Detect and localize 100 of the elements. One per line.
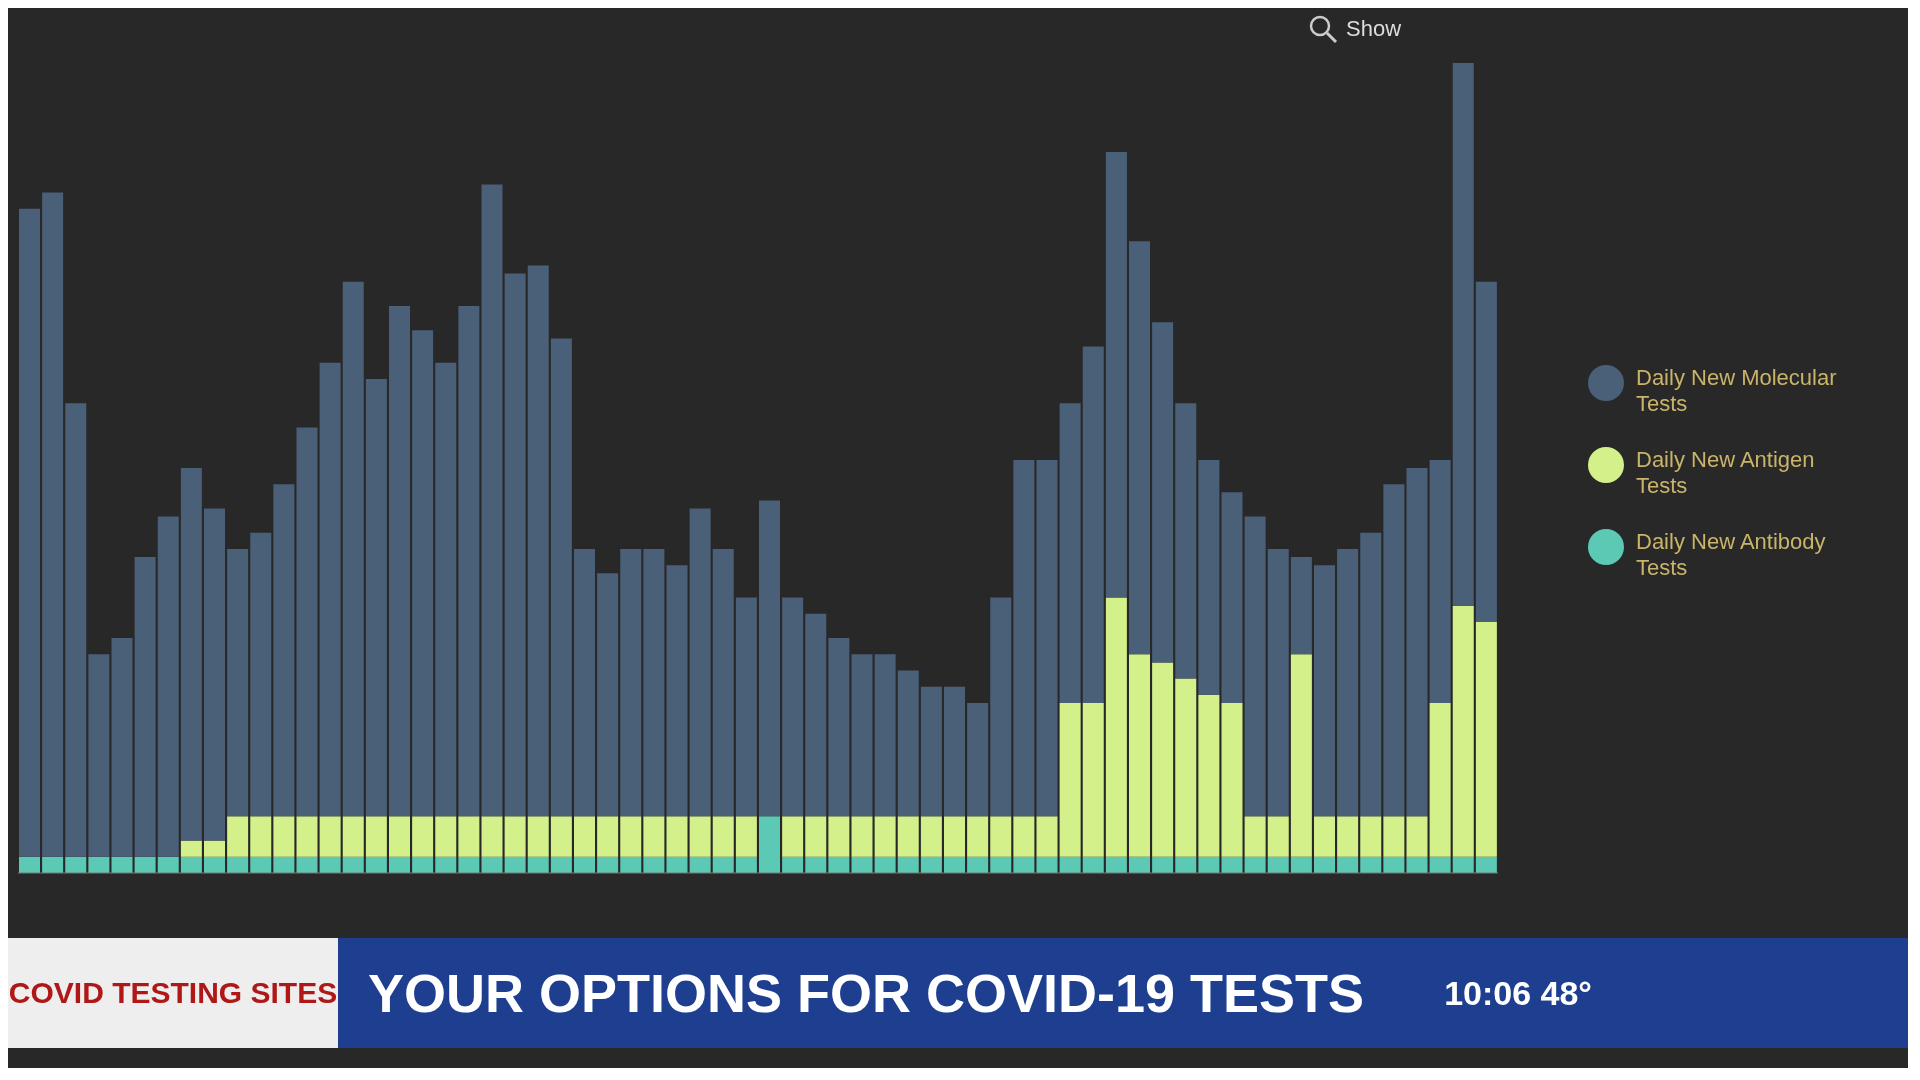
bar <box>1082 702 1104 857</box>
bar <box>782 597 804 817</box>
text: YOUR OPTIONS FOR COVID-19 TESTS <box>368 962 1365 1024</box>
bar <box>1221 492 1243 703</box>
bar <box>828 638 850 817</box>
bar <box>458 306 480 817</box>
bar <box>180 468 202 841</box>
bar <box>597 856 619 873</box>
bar <box>19 208 40 857</box>
bar <box>990 816 1012 857</box>
bar <box>365 816 387 857</box>
bar <box>967 816 989 857</box>
bar <box>504 856 526 873</box>
bar <box>712 856 734 873</box>
bar <box>458 856 480 873</box>
bar <box>481 856 503 873</box>
bar <box>1175 403 1197 679</box>
bar <box>1429 702 1451 857</box>
bar <box>1383 816 1405 857</box>
legend-label: Daily New Antigen Tests <box>1636 447 1816 499</box>
bar <box>828 856 850 873</box>
bar <box>759 816 780 873</box>
bar <box>1475 281 1497 622</box>
bar <box>1129 856 1150 873</box>
bar <box>180 856 202 873</box>
bar <box>1475 856 1497 873</box>
bar <box>897 856 919 873</box>
bar <box>204 840 225 857</box>
bar <box>180 840 202 857</box>
bar <box>805 856 827 873</box>
bar <box>851 816 873 857</box>
bar <box>897 670 919 817</box>
bar <box>1406 856 1428 873</box>
bar <box>389 816 410 857</box>
bar <box>504 273 526 817</box>
bar <box>319 816 341 857</box>
bar <box>65 403 87 857</box>
bar <box>527 856 549 873</box>
bar <box>920 686 942 817</box>
bar <box>1059 403 1081 703</box>
bar <box>42 856 64 873</box>
bar <box>897 816 919 857</box>
bar <box>319 362 341 817</box>
bar <box>1082 346 1104 703</box>
legend-label: Daily New Antibody Tests <box>1636 529 1827 581</box>
bar <box>1290 856 1312 873</box>
bar <box>1013 856 1035 873</box>
bar <box>1036 816 1058 857</box>
bar <box>1429 856 1451 873</box>
bar <box>620 816 642 857</box>
bar <box>1360 816 1382 857</box>
bar <box>643 856 665 873</box>
bar <box>967 702 989 817</box>
bar <box>1429 459 1451 703</box>
bar <box>620 856 642 873</box>
bar <box>1152 322 1174 663</box>
bar <box>1105 152 1127 598</box>
bar <box>666 565 688 817</box>
bar <box>805 613 827 817</box>
bar <box>412 816 434 857</box>
bar <box>458 816 480 857</box>
bar <box>874 654 896 817</box>
bar <box>1221 856 1243 873</box>
bar <box>1082 856 1104 873</box>
bar <box>643 816 665 857</box>
bar <box>920 856 942 873</box>
bar <box>574 549 595 817</box>
bar <box>1198 856 1220 873</box>
bar <box>342 816 364 857</box>
bar <box>481 816 503 857</box>
bar <box>597 573 619 817</box>
bar <box>342 281 364 817</box>
bar <box>527 816 549 857</box>
bar <box>967 856 989 873</box>
bar <box>1105 597 1127 857</box>
bar <box>1105 856 1127 873</box>
bar <box>1406 468 1428 817</box>
bar <box>550 338 572 817</box>
bar <box>504 816 526 857</box>
bar <box>1314 565 1335 817</box>
bar <box>1129 654 1150 857</box>
bar <box>620 549 642 817</box>
bar <box>574 856 595 873</box>
bar <box>874 856 896 873</box>
text: COVID TESTING SITES <box>8 938 338 1048</box>
bar <box>1059 856 1081 873</box>
bar <box>134 856 156 873</box>
bar <box>1244 816 1266 857</box>
bar <box>227 816 249 857</box>
bar <box>1036 459 1058 817</box>
bar <box>19 856 40 873</box>
bar <box>111 638 133 857</box>
bar <box>1383 484 1405 817</box>
bar <box>1152 662 1174 857</box>
bar <box>1175 678 1197 857</box>
bar <box>1360 532 1382 817</box>
bar <box>157 516 179 857</box>
bar <box>1198 459 1220 695</box>
bar <box>365 378 387 817</box>
bar <box>1314 816 1335 857</box>
